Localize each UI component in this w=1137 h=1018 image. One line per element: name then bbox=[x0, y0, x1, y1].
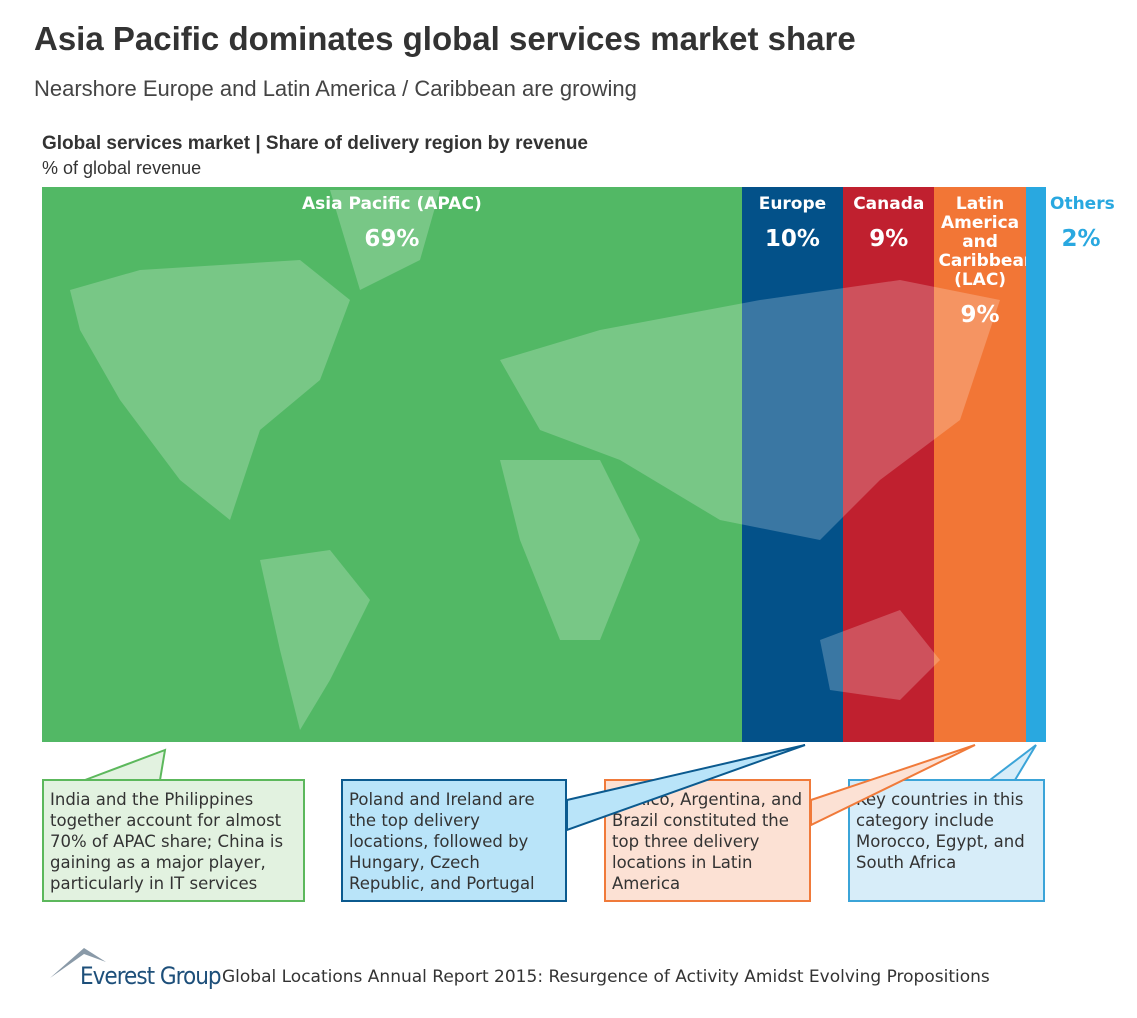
callout-pointer bbox=[810, 744, 976, 827]
callout: India and the Philippines together accou… bbox=[42, 779, 305, 902]
segment bbox=[1025, 187, 1046, 742]
value-label: 9% bbox=[934, 302, 1025, 328]
segment bbox=[843, 187, 935, 742]
segment-label: Asia Pacific (APAC) bbox=[302, 194, 482, 214]
callout-pointer bbox=[84, 748, 167, 781]
value-label: 10% bbox=[764, 226, 820, 252]
callout-pointer bbox=[566, 744, 806, 832]
unit-label: % of global revenue bbox=[42, 158, 202, 178]
segment-label: Europe bbox=[758, 194, 827, 214]
segment-label: Latin America and Caribbean (LAC) bbox=[938, 194, 1037, 290]
callout-pointer bbox=[987, 744, 1037, 781]
value-label: 9% bbox=[869, 226, 909, 252]
logo: Everest Group bbox=[80, 962, 222, 990]
map-hint bbox=[70, 190, 1000, 730]
value-label: 2% bbox=[1061, 226, 1101, 252]
source: Global Locations Annual Report 2015: Res… bbox=[222, 967, 990, 987]
title: Asia Pacific dominates global services m… bbox=[34, 20, 856, 57]
segment bbox=[934, 187, 1026, 742]
callout: Poland and Ireland are the top delivery … bbox=[341, 779, 567, 902]
segment-label: Others bbox=[1050, 194, 1115, 214]
subtitle: Nearshore Europe and Latin America / Car… bbox=[34, 76, 637, 101]
logo-mark bbox=[50, 948, 106, 978]
segment bbox=[741, 187, 844, 742]
value-label: 69% bbox=[42, 226, 742, 252]
segment bbox=[42, 187, 742, 742]
chart-title: Global services market | Share of delive… bbox=[42, 133, 588, 154]
callout: Key countries in this category include M… bbox=[848, 779, 1045, 902]
segment-label: Canada bbox=[853, 194, 925, 214]
